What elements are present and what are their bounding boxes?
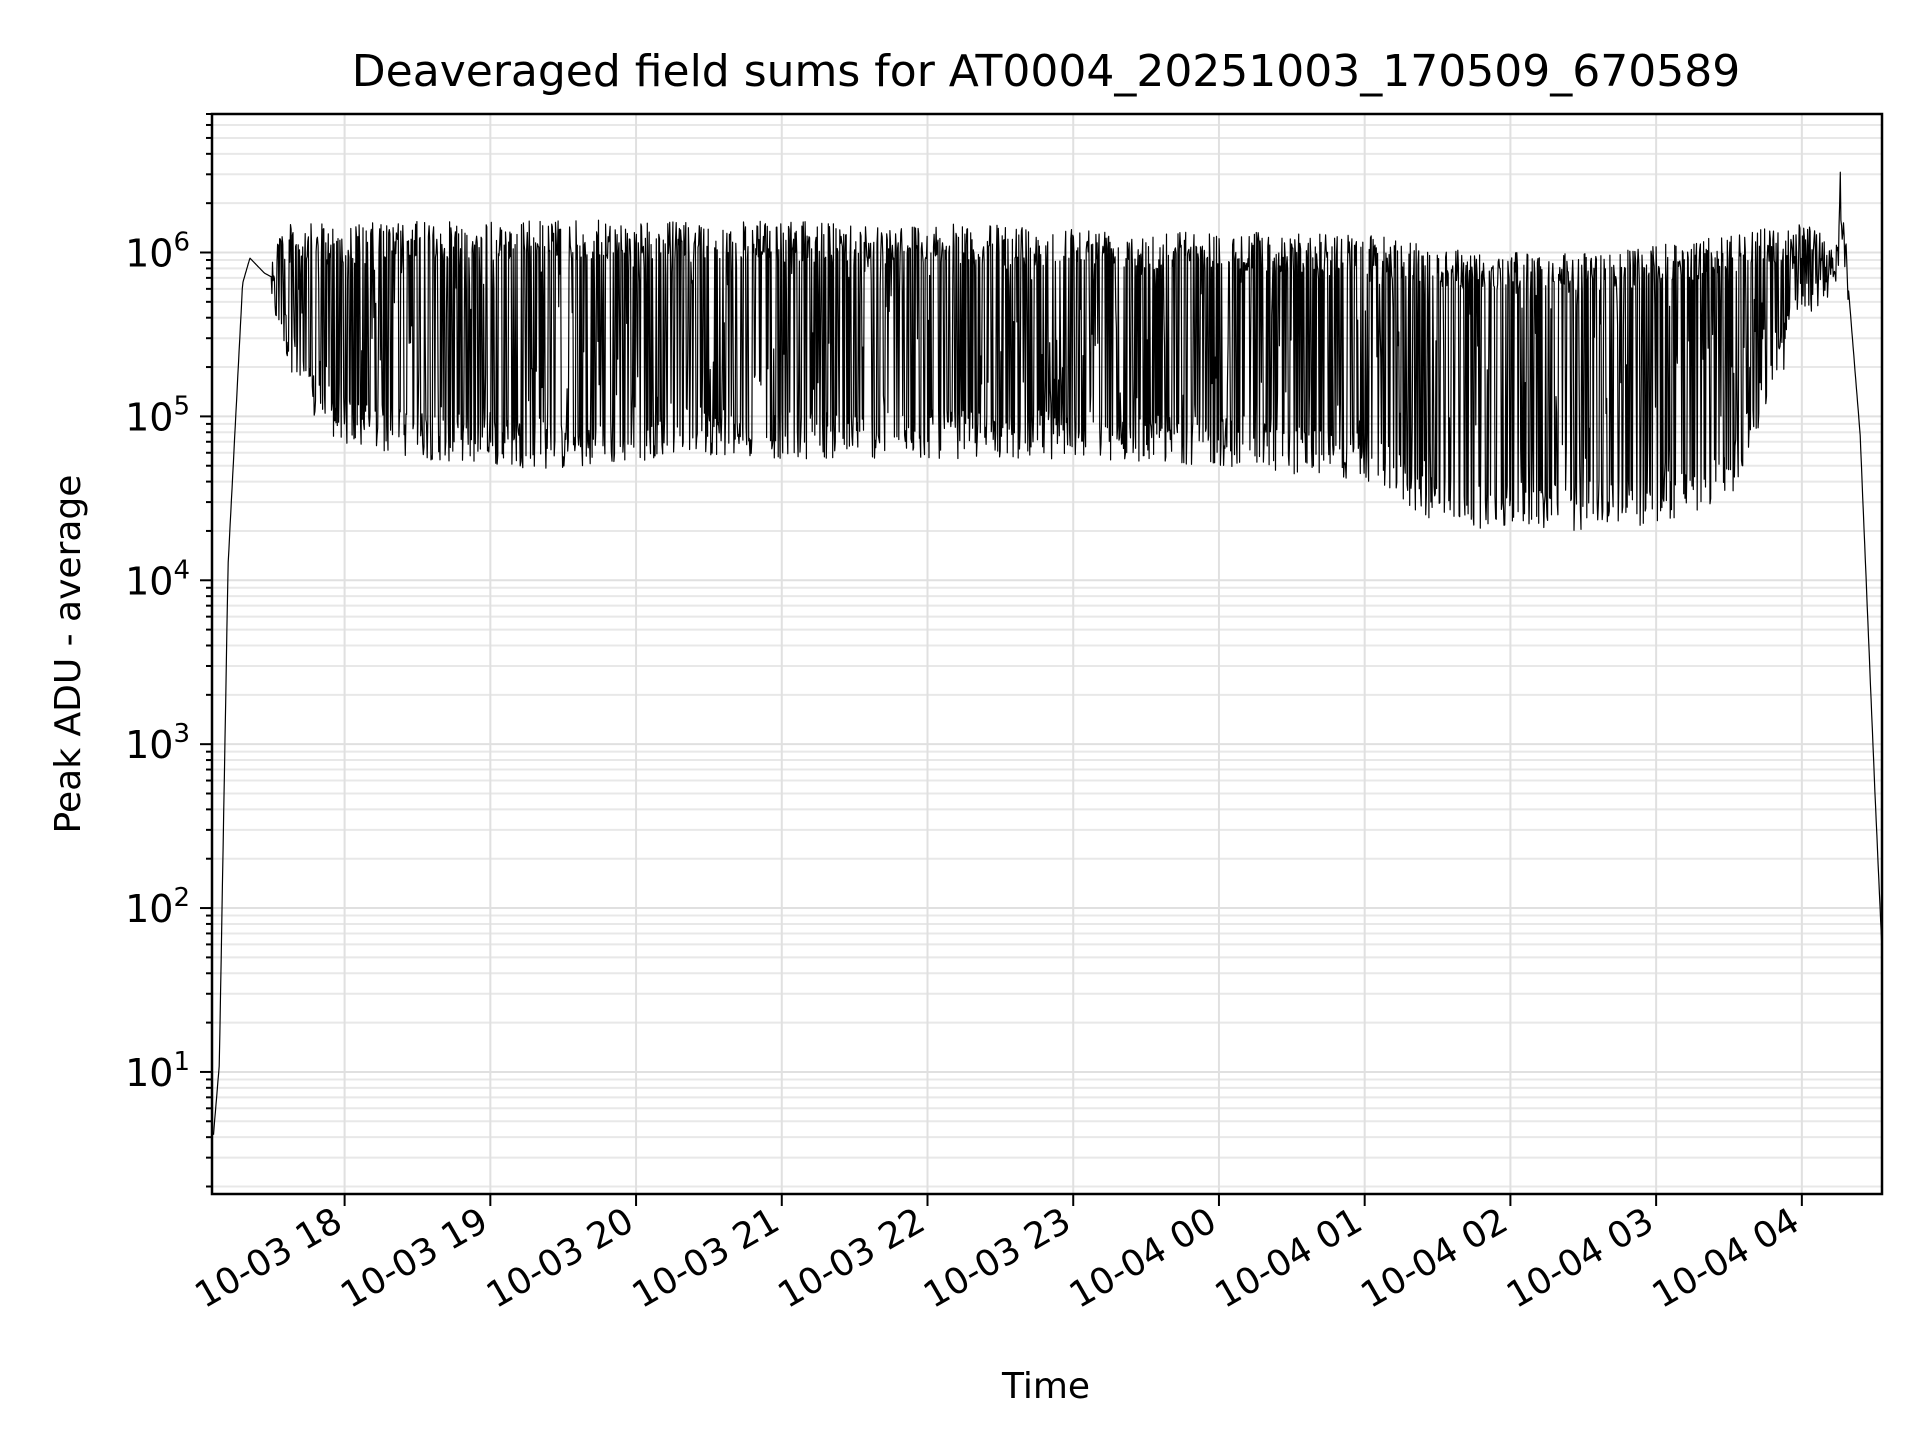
y-tick-label: 104	[125, 555, 190, 603]
series-line	[212, 171, 1883, 1135]
x-axis-label: Time	[1001, 1366, 1090, 1407]
y-tick-label: 106	[125, 228, 190, 276]
x-tick-label: 10-04 04	[1646, 1200, 1807, 1316]
chart-title: Deaveraged field sums for AT0004_2025100…	[352, 46, 1740, 97]
x-tick-label: 10-04 01	[1209, 1200, 1370, 1316]
x-tick-label: 10-03 22	[771, 1200, 932, 1316]
y-axis-label: Peak ADU - average	[48, 475, 89, 834]
x-tick-label: 10-04 00	[1063, 1200, 1224, 1316]
x-tick-label: 10-03 18	[188, 1200, 349, 1316]
x-tick-label: 10-03 20	[480, 1200, 641, 1316]
y-tick-label: 105	[125, 391, 190, 439]
x-tick-label: 10-03 23	[917, 1200, 1078, 1316]
x-tick-label: 10-03 21	[626, 1200, 787, 1316]
series-path-field-sums	[212, 171, 1883, 1135]
plot-frame	[210, 112, 1884, 1196]
x-tick-label: 10-04 02	[1354, 1200, 1515, 1316]
y-tick-label: 103	[125, 719, 190, 767]
y-tick-label: 102	[125, 883, 190, 931]
x-tick-label: 10-03 19	[334, 1200, 495, 1316]
x-tick-label: 10-04 03	[1500, 1200, 1661, 1316]
y-tick-label: 101	[125, 1047, 190, 1095]
